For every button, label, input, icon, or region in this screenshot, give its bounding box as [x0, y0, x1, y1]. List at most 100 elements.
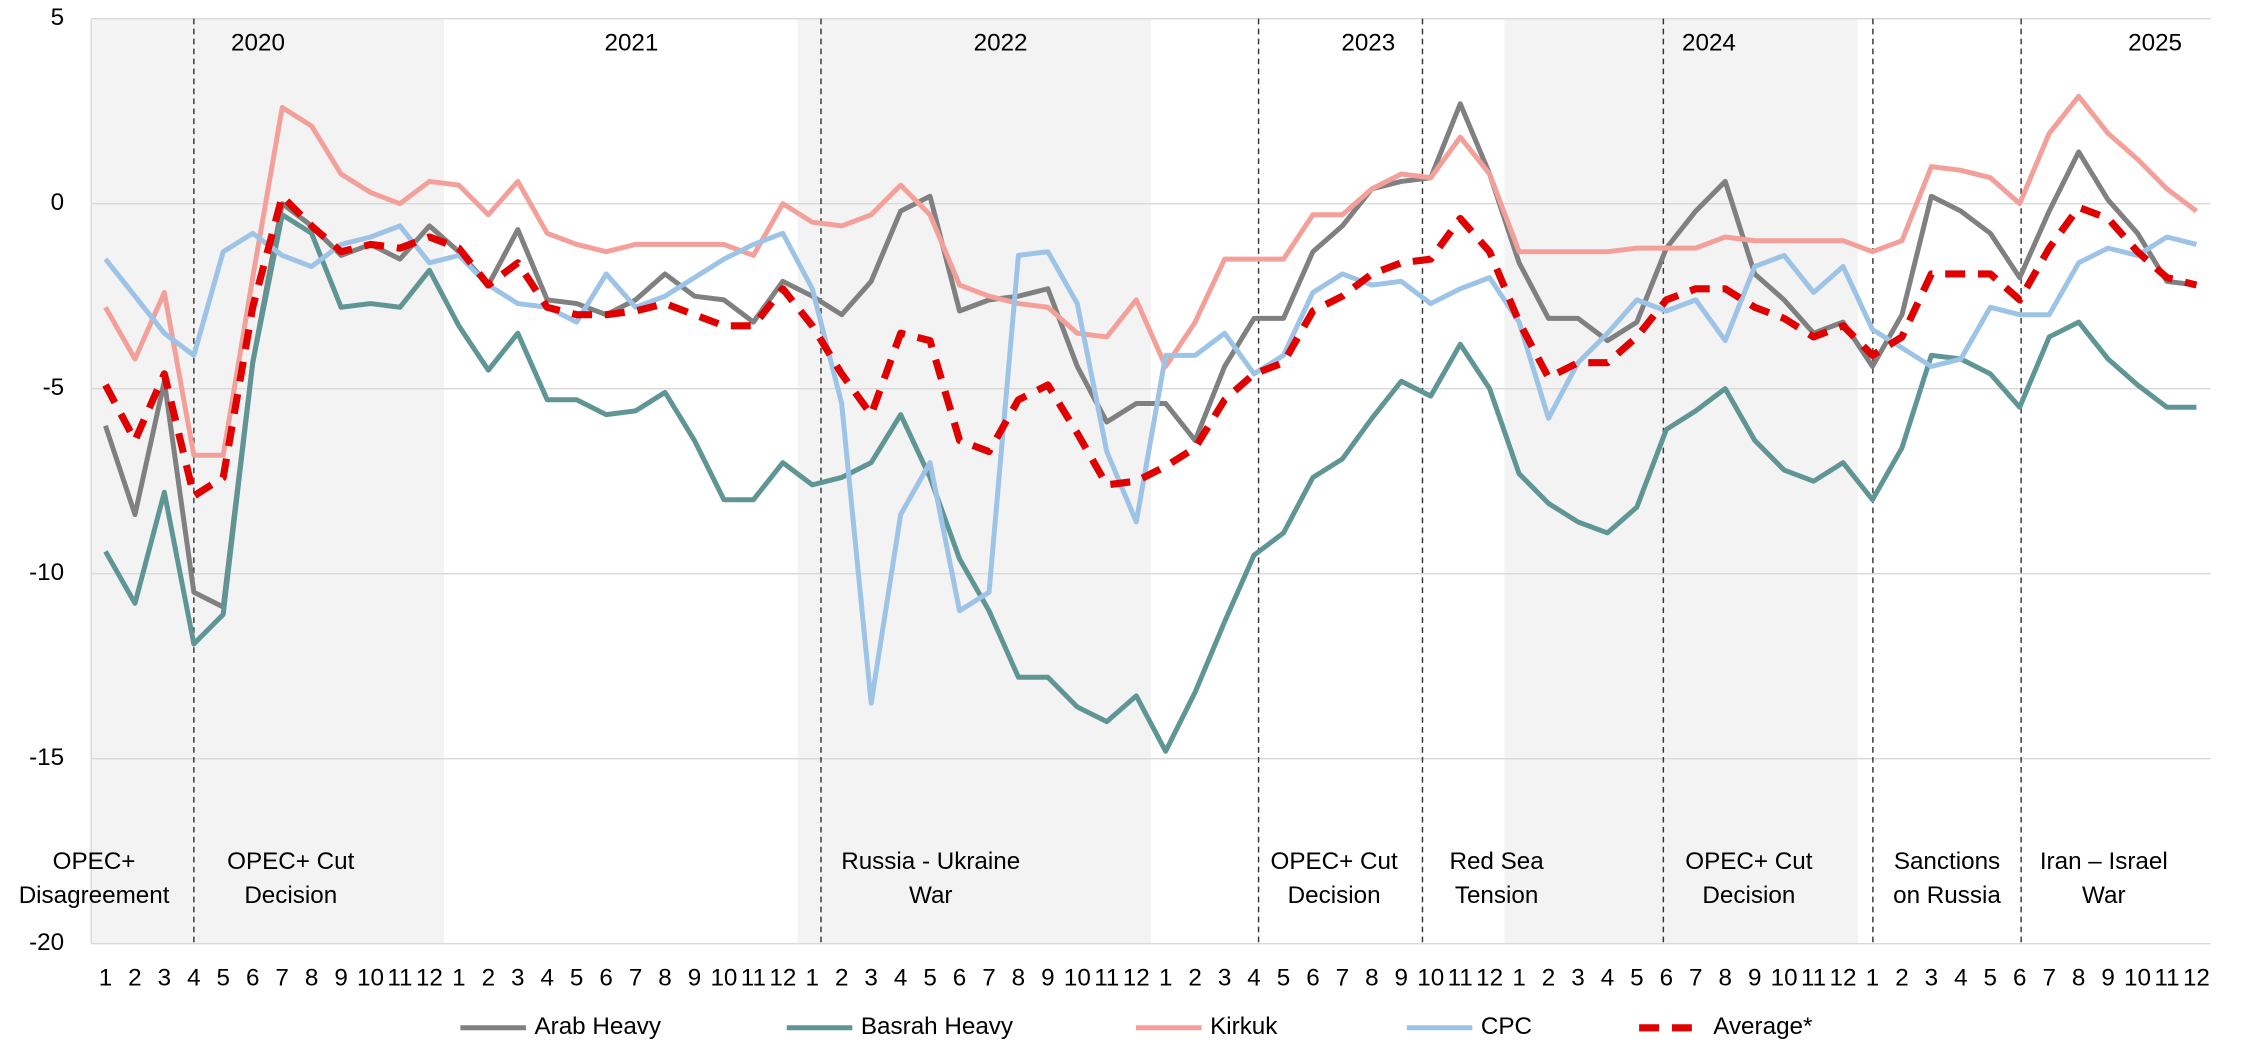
x-tick-label: 12 [1123, 965, 1150, 992]
annotation: War [909, 882, 953, 909]
x-tick-label: 5 [1630, 965, 1643, 992]
x-tick-label: 1 [1866, 965, 1879, 992]
x-tick-label: 4 [187, 965, 200, 992]
x-tick-label: 7 [2042, 965, 2055, 992]
x-tick-label: 10 [1417, 965, 1444, 992]
annotation: Red Sea [1449, 848, 1544, 875]
legend-label: CPC [1481, 1013, 1532, 1040]
x-tick-label: 4 [1247, 965, 1260, 992]
x-tick-label: 8 [1718, 965, 1731, 992]
x-tick-label: 6 [246, 965, 259, 992]
x-tick-label: 12 [769, 965, 796, 992]
annotation: Russia - Ukraine [841, 848, 1020, 875]
x-tick-label: 12 [416, 965, 443, 992]
x-tick-label: 10 [2124, 965, 2151, 992]
x-tick-label: 8 [1012, 965, 1025, 992]
series-line [103, 212, 2197, 754]
x-tick-label: 4 [894, 965, 907, 992]
y-tick-label: -10 [29, 559, 64, 586]
legend-label: Average* [1713, 1013, 1813, 1040]
x-tick-label: 9 [1748, 965, 1761, 992]
x-tick-label: 1 [452, 965, 465, 992]
annotation: OPEC+ [53, 848, 136, 875]
x-tick-label: 6 [953, 965, 966, 992]
x-tick-label: 10 [1064, 965, 1091, 992]
x-tick-label: 6 [1306, 965, 1319, 992]
x-tick-label: 11 [1801, 965, 1826, 992]
x-tick-label: 2 [1542, 965, 1555, 992]
x-tick-label: 11 [741, 965, 766, 992]
annotation: Iran – Israel [2040, 848, 2168, 875]
x-tick-label: 12 [1476, 965, 1503, 992]
x-tick-label: 10 [1771, 965, 1798, 992]
x-tick-label: 1 [806, 965, 819, 992]
x-tick-label: 2 [128, 965, 141, 992]
year-label: 2025 [2128, 30, 2182, 57]
x-tick-label: 4 [540, 965, 553, 992]
annotation: War [2082, 882, 2126, 909]
y-tick-label: -20 [29, 929, 64, 956]
x-tick-label: 4 [1601, 965, 1614, 992]
x-tick-label: 7 [275, 965, 288, 992]
annotation: Decision [244, 882, 337, 909]
x-tick-label: 6 [599, 965, 612, 992]
annotation: Sanctions [1894, 848, 2000, 875]
annotation: Disagreement [19, 882, 170, 909]
year-label: 2022 [974, 30, 1028, 57]
series-line [103, 93, 2198, 458]
year-label: 2021 [604, 30, 658, 57]
x-tick-label: 10 [710, 965, 737, 992]
year-label: 2020 [231, 30, 285, 57]
year-band [91, 18, 445, 944]
x-tick-label: 8 [1365, 965, 1378, 992]
x-tick-label: 2 [1188, 965, 1201, 992]
legend-label: Basrah Heavy [861, 1013, 1014, 1040]
x-tick-label: 8 [2072, 965, 2085, 992]
x-tick-label: 5 [1277, 965, 1290, 992]
x-tick-label: 9 [1041, 965, 1054, 992]
year-label: 2023 [1341, 30, 1395, 57]
x-tick-label: 1 [1512, 965, 1525, 992]
x-tick-label: 5 [570, 965, 583, 992]
x-tick-label: 1 [99, 965, 112, 992]
x-tick-label: 3 [1571, 965, 1584, 992]
annotation: Decision [1702, 882, 1795, 909]
y-tick-label: 5 [51, 4, 64, 31]
year-label: 2024 [1682, 30, 1736, 57]
x-tick-label: 5 [923, 965, 936, 992]
x-tick-label: 12 [2183, 965, 2210, 992]
annotation: OPEC+ Cut [1271, 848, 1398, 875]
annotation: Decision [1288, 882, 1381, 909]
x-tick-label: 7 [982, 965, 995, 992]
x-tick-label: 3 [511, 965, 524, 992]
x-tick-label: 10 [357, 965, 384, 992]
x-tick-label: 2 [482, 965, 495, 992]
x-tick-label: 8 [305, 965, 318, 992]
x-tick-label: 9 [1395, 965, 1408, 992]
x-tick-label: 7 [629, 965, 642, 992]
x-tick-label: 5 [1984, 965, 1997, 992]
year-band [1504, 18, 1858, 944]
year-band [797, 18, 1151, 944]
y-tick-label: 0 [51, 189, 64, 216]
y-tick-label: -5 [43, 374, 65, 401]
x-tick-label: 9 [2101, 965, 2114, 992]
series-line [103, 223, 2198, 706]
y-tick-label: -15 [29, 744, 64, 771]
x-tick-label: 1 [1159, 965, 1172, 992]
x-tick-label: 11 [387, 965, 412, 992]
x-tick-label: 3 [1925, 965, 1938, 992]
x-tick-label: 9 [334, 965, 347, 992]
legend-label: Kirkuk [1210, 1013, 1278, 1040]
annotation: Tension [1455, 882, 1538, 909]
annotation: on Russia [1893, 882, 2001, 909]
x-tick-label: 5 [217, 965, 230, 992]
x-tick-label: 11 [1448, 965, 1473, 992]
x-tick-label: 9 [688, 965, 701, 992]
annotation: OPEC+ Cut [227, 848, 354, 875]
x-tick-label: 3 [1218, 965, 1231, 992]
x-tick-label: 12 [1830, 965, 1857, 992]
x-tick-label: 2 [1895, 965, 1908, 992]
legend-label: Arab Heavy [534, 1013, 661, 1040]
